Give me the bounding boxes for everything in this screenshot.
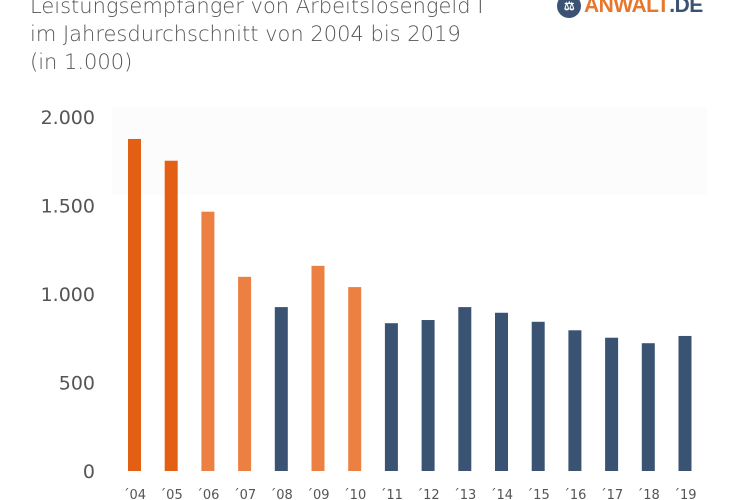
bar: [605, 337, 619, 471]
bar: [495, 312, 508, 471]
y-tick-label: 0: [83, 461, 95, 483]
y-tick-label: 500: [59, 373, 95, 395]
title-line-2: im Jahresdurchschnitt von 2004 bis 2019: [30, 22, 461, 46]
scales-icon: ⚖: [557, 0, 581, 18]
bar: [311, 265, 325, 471]
x-tick-label: ´09: [306, 488, 329, 500]
y-axis: 0 500 1.000 1.500 2.000: [41, 107, 95, 483]
y-tick-label: 1.500: [41, 196, 95, 218]
bar: [348, 287, 362, 471]
logo-suffix-text: .DE: [669, 0, 703, 17]
y-tick-label: 2.000: [41, 107, 95, 129]
bar: [421, 320, 435, 471]
bar: [458, 307, 472, 471]
x-tick-label: ´05: [160, 488, 183, 500]
x-axis: ´04 ´05 ´06 ´07 ´08 ´09 ´10 ´11 ´12 ´13 ´14 ´15 ´16 ´…: [123, 488, 697, 500]
bar: [384, 323, 398, 471]
bar: [201, 211, 215, 471]
x-tick-label: ´12: [417, 488, 440, 500]
x-tick-label: ´18: [637, 488, 660, 500]
x-tick-label: ´19: [673, 488, 696, 500]
y-tick-label: 1.000: [41, 284, 95, 306]
x-tick-label: ´10: [343, 488, 366, 500]
x-tick-label: ´14: [490, 488, 513, 500]
x-tick-label: ´15: [527, 488, 550, 500]
x-tick-label: ´13: [453, 488, 476, 500]
bar: [678, 335, 692, 471]
x-tick-label: ´17: [600, 488, 623, 500]
x-tick-label: ´07: [233, 488, 256, 500]
bar: [641, 343, 655, 471]
x-tick-label: ´11: [380, 488, 403, 500]
chart-title: Leistungsempfänger von Arbeitslosengeld …: [30, 0, 483, 76]
x-tick-label: ´08: [270, 488, 293, 500]
x-tick-label: ´06: [196, 488, 219, 500]
title-line-3: (in 1.000): [30, 50, 133, 74]
bar: [164, 160, 178, 471]
anwalt-logo: ⚖ ANWALT .DE: [557, 0, 703, 18]
plot-band: [112, 107, 707, 195]
x-tick-label: ´16: [563, 488, 586, 500]
title-line-1: Leistungsempfänger von Arbeitslosengeld …: [30, 0, 484, 18]
bar: [531, 321, 545, 471]
bar: [274, 307, 288, 471]
x-tick-label: ´04: [123, 488, 146, 500]
bar: [238, 276, 252, 471]
bars: [128, 138, 692, 471]
bar: [128, 138, 141, 471]
logo-main-text: ANWALT: [584, 0, 670, 17]
bar: [568, 330, 582, 471]
